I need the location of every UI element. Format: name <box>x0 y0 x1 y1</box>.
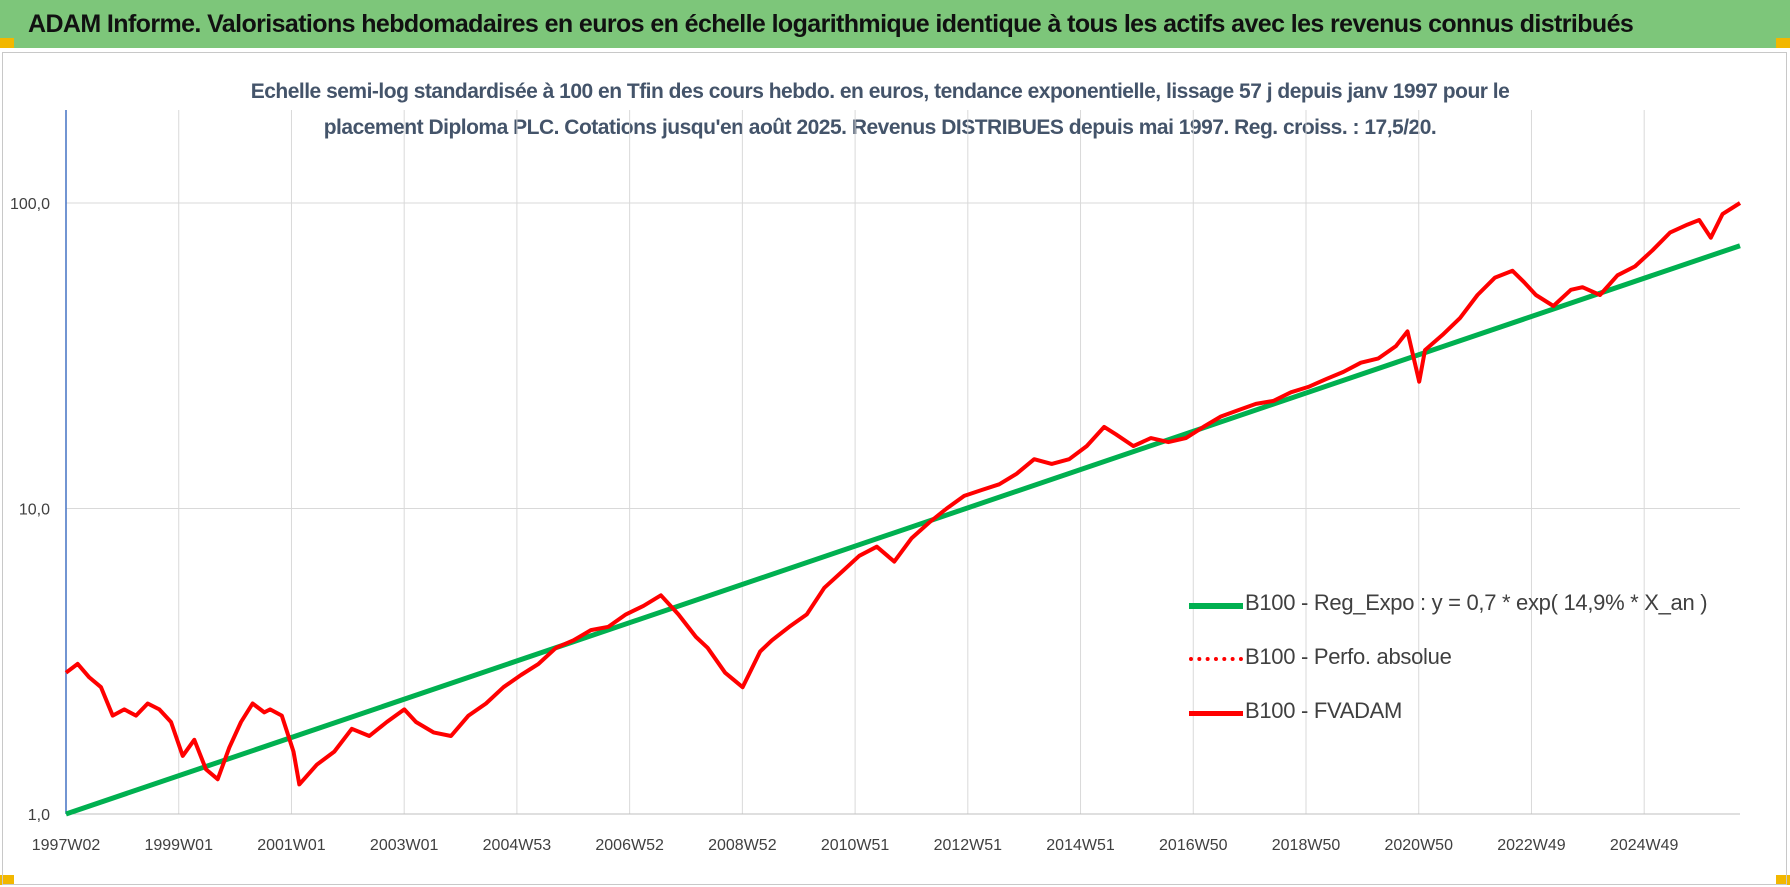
x-tick-label: 2016W50 <box>1159 837 1228 854</box>
corner-marker-top-left <box>0 38 14 48</box>
x-tick-label: 2006W52 <box>595 837 664 854</box>
x-tick-label: 2014W51 <box>1046 837 1115 854</box>
y-tick-label: 10,0 <box>19 502 50 519</box>
chart-title: Echelle semi-log standardisée à 100 en T… <box>180 74 1580 146</box>
legend-label-perfo-absolue: B100 - Perfo. absolue <box>1245 644 1452 669</box>
fvadam-line <box>64 201 1742 787</box>
x-tick-label: 2012W51 <box>934 837 1003 854</box>
regression-line <box>65 243 1741 817</box>
x-tick-label: 2008W52 <box>708 837 777 854</box>
legend-swatch-regression <box>1189 603 1243 609</box>
x-tick-label: 2010W51 <box>821 837 890 854</box>
x-tick-label: 2018W50 <box>1272 837 1341 854</box>
x-tick-label: 1999W01 <box>144 837 213 854</box>
chart-title-line-1: Echelle semi-log standardisée à 100 en T… <box>250 80 1510 103</box>
y-tick-label: 1,0 <box>28 807 50 824</box>
legend-swatch-fvadam <box>1189 711 1243 716</box>
corner-marker-top-right <box>1776 38 1790 48</box>
x-tick-label: 2024W49 <box>1610 837 1679 854</box>
corner-marker-bottom-right <box>1776 875 1790 885</box>
x-tick-label: 2003W01 <box>370 837 439 854</box>
x-tick-label: 2020W50 <box>1384 837 1453 854</box>
axes <box>65 110 1740 815</box>
title-bar: ADAM Informe. Valorisations hebdomadaire… <box>0 0 1790 48</box>
x-tick-label: 2004W53 <box>483 837 552 854</box>
tick-labels: 1,0 10,0 100,0 1997W02 1999W01 2001W01 2003W01… <box>10 196 1679 854</box>
legend-label-regression: B100 - Reg_Expo : y = 0,7 * exp( 14,9% *… <box>1245 590 1708 615</box>
x-tick-label: 2022W49 <box>1497 837 1566 854</box>
x-tick-label: 1997W02 <box>32 837 101 854</box>
chart-title-line-2: placement Diploma PLC. Cotations jusqu'e… <box>323 116 1437 139</box>
corner-marker-bottom-left <box>0 875 14 885</box>
legend-swatch-perfo-absolue <box>1189 657 1243 661</box>
legend-label-fvadam: B100 - FVADAM <box>1245 698 1403 723</box>
y-tick-label: 100,0 <box>10 196 50 213</box>
page-title: ADAM Informe. Valorisations hebdomadaire… <box>28 9 1634 38</box>
chart-frame <box>2 52 1787 885</box>
series-lines <box>64 201 1742 817</box>
grid-lines <box>66 110 1740 814</box>
x-tick-label: 2001W01 <box>257 837 326 854</box>
